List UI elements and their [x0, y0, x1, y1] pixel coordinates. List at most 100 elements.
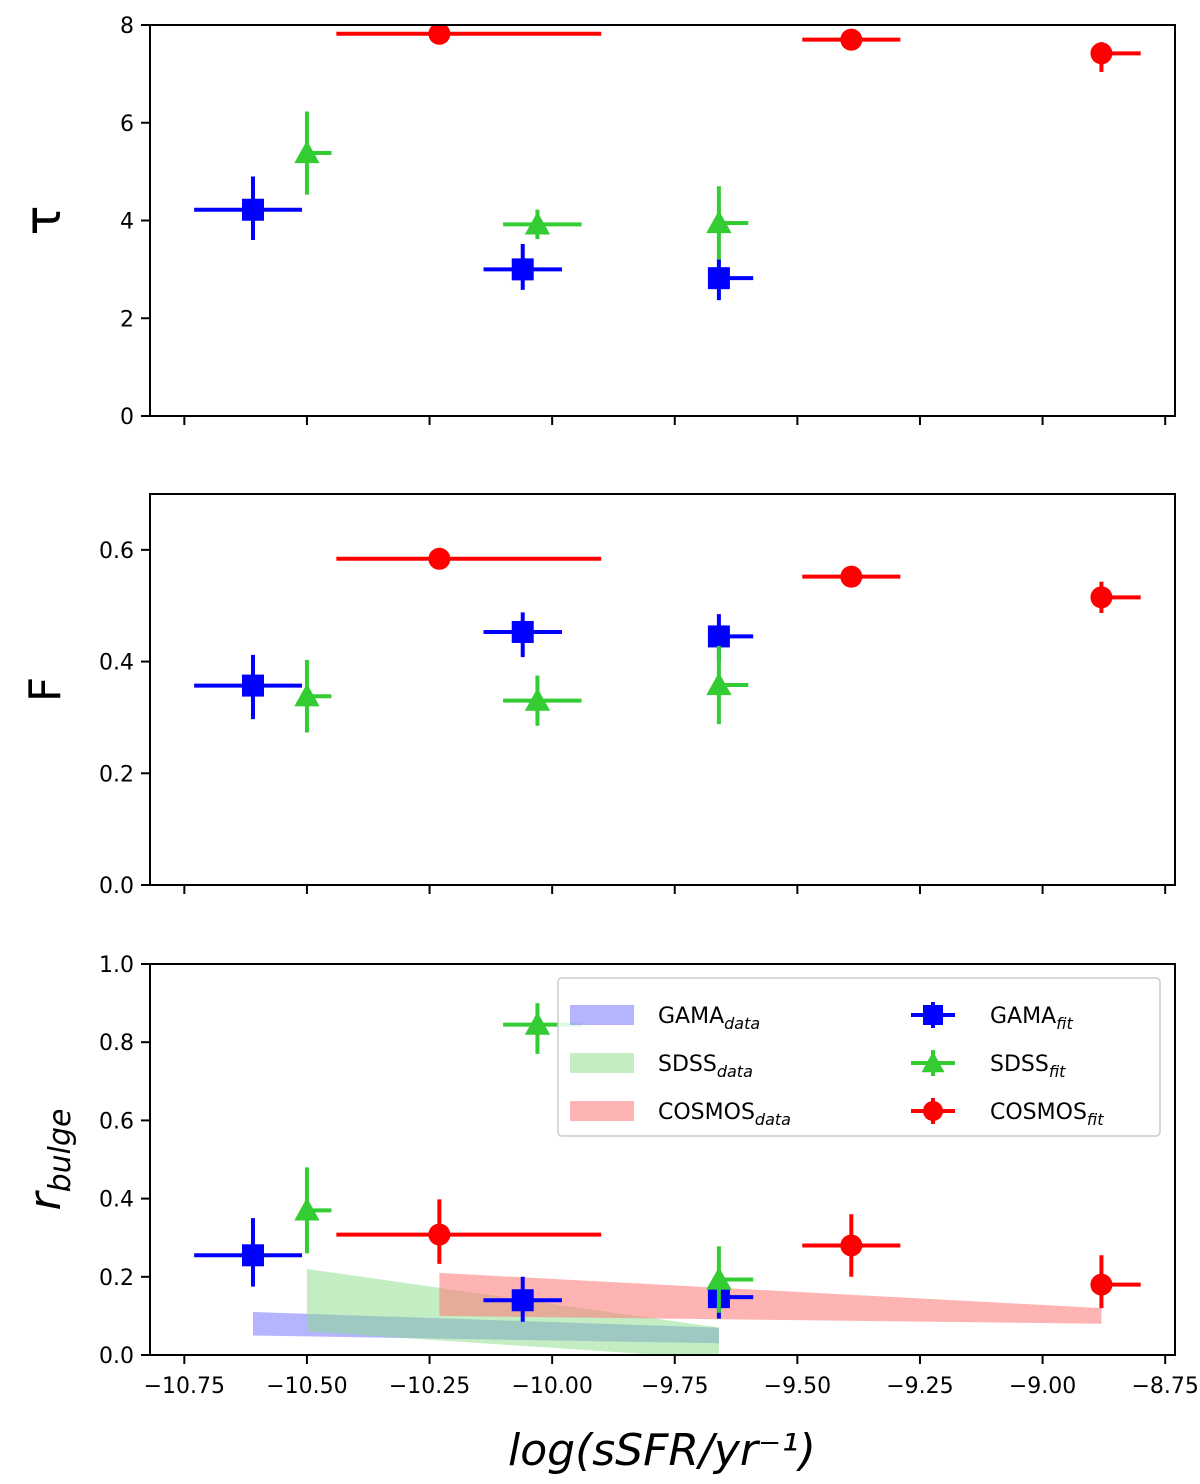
legend-entry-sdss-data: SDSSdata	[570, 1052, 753, 1081]
y-tick-label: 0.6	[99, 1109, 134, 1134]
point-cosmos-fit-1	[802, 565, 901, 588]
y-tick-label: 0.0	[99, 1344, 134, 1369]
x-tick-label: −8.75	[1131, 1374, 1198, 1399]
legend-label: GAMAfit	[990, 1004, 1073, 1033]
point-sdss-fit-0	[294, 659, 332, 733]
y-tick-label: 0.2	[99, 762, 134, 787]
panel-rbulge: 0.0 0.2 0.4 0.6 0.8 1.0 −10.75 −10.50 −10.25 −10.…	[20, 953, 1199, 1399]
legend-label: COSMOSdata	[658, 1100, 791, 1129]
point-cosmos-fit-2	[1090, 1255, 1141, 1309]
legend-entry-sdss-fit: SDSSfit	[911, 1050, 1066, 1081]
point-cosmos-fit-0	[336, 1199, 602, 1264]
x-axis-label: log(sSFR/yr⁻¹)	[508, 1425, 816, 1476]
y-tick-label: 6	[120, 112, 134, 137]
y-tick-label: 4	[120, 210, 134, 235]
point-sdss-fit-2	[706, 645, 749, 725]
band-cosmos-data	[439, 1272, 1102, 1324]
square-marker	[511, 258, 534, 281]
square-marker	[241, 198, 264, 221]
plot-area-rbulge	[194, 1003, 1141, 1355]
point-cosmos-fit-2	[1090, 581, 1141, 613]
point-sdss-fit-2	[706, 1246, 754, 1313]
legend-swatch	[570, 1005, 634, 1025]
panels: 0 2 4 6 8 τ 0.0 0.2 0.4 0.6 F 0.0 0.2 0.4 0.6 0.8 1.0 −10…	[14, 14, 1199, 1399]
circle-marker	[840, 565, 863, 588]
legend-label: SDSSdata	[658, 1052, 753, 1081]
triangle-marker	[294, 1197, 320, 1221]
point-gama-fit-1	[483, 612, 562, 658]
square-marker	[923, 1005, 943, 1025]
square-marker	[707, 625, 730, 648]
y-tick-label: 0.2	[99, 1266, 134, 1291]
circle-marker	[1090, 42, 1113, 65]
axes-frame-F	[149, 493, 1176, 886]
point-gama-fit-0	[194, 654, 303, 720]
point-gama-fit-1	[483, 1276, 562, 1322]
point-sdss-fit-0	[294, 111, 332, 195]
triangle-marker	[921, 1051, 945, 1073]
y-axis-label-tau: τ	[14, 205, 72, 235]
axes-frame-tau	[149, 24, 1176, 417]
point-sdss-fit-1	[503, 675, 582, 726]
circle-marker	[428, 1223, 451, 1246]
x-tick-label: −9.75	[641, 1374, 708, 1399]
circle-marker	[923, 1101, 943, 1121]
y-tick-label: 1.0	[99, 953, 134, 978]
y-axis-label-subscript: bulge	[43, 1109, 78, 1193]
y-tick-label: 8	[120, 14, 134, 39]
triangle-marker	[524, 688, 551, 711]
circle-marker	[1090, 1273, 1113, 1296]
y-tick-label: 0.4	[99, 1188, 134, 1213]
point-gama-fit-0	[194, 1218, 303, 1287]
triangle-marker	[524, 1011, 551, 1035]
circle-marker	[1090, 586, 1113, 609]
triangle-marker	[706, 210, 732, 234]
x-tick-label: −10.25	[389, 1374, 470, 1399]
axes-frame-rbulge	[149, 963, 1176, 1356]
circle-marker	[840, 28, 863, 51]
y-tick-label: 0	[120, 405, 134, 430]
point-cosmos-fit-1	[802, 28, 901, 51]
legend-label: GAMAdata	[658, 1004, 760, 1033]
point-gama-fit-2	[707, 258, 754, 301]
x-tick-label: −10.50	[266, 1374, 347, 1399]
x-tick-label: −9.50	[764, 1374, 831, 1399]
triangle-marker	[294, 683, 320, 707]
circle-marker	[840, 1234, 863, 1257]
y-tick-label: 0.8	[99, 1031, 134, 1056]
point-gama-fit-0	[194, 176, 303, 241]
plot-area-tau	[194, 25, 1141, 301]
panel-tau: 0 2 4 6 8 τ	[14, 14, 1176, 430]
legend-swatch	[570, 1053, 634, 1073]
y-axis-label-F: F	[20, 677, 71, 702]
point-cosmos-fit-1	[802, 1214, 901, 1277]
point-cosmos-fit-0	[336, 25, 602, 45]
square-marker	[511, 1289, 534, 1312]
triangle-marker	[524, 211, 551, 235]
legend-box	[557, 977, 1161, 1137]
legend-entry-gama-fit: GAMAfit	[911, 1002, 1073, 1033]
triangle-marker	[706, 1266, 732, 1290]
point-sdss-fit-0	[294, 1167, 332, 1254]
panel-F: 0.0 0.2 0.4 0.6 F	[20, 493, 1176, 899]
x-tick-label: −10.00	[511, 1374, 592, 1399]
point-gama-fit-2	[707, 614, 754, 662]
plot-area-F	[194, 547, 1141, 733]
circle-marker	[428, 547, 451, 570]
triangle-marker	[294, 140, 320, 164]
legend-label: COSMOSfit	[990, 1100, 1104, 1129]
y-tick-label: 2	[120, 307, 134, 332]
point-sdss-fit-2	[706, 186, 749, 260]
square-marker	[707, 267, 730, 290]
x-tick-label: −9.00	[1009, 1374, 1076, 1399]
point-gama-fit-1	[483, 243, 562, 290]
legend-entry-cosmos-data: COSMOSdata	[570, 1100, 791, 1129]
legend-label: SDSSfit	[990, 1052, 1066, 1081]
y-tick-label: 0.6	[99, 539, 134, 564]
y-tick-label: 0.0	[99, 874, 134, 899]
legend-swatch	[570, 1101, 634, 1121]
y-tick-label: 0.4	[99, 651, 134, 676]
circle-marker	[428, 25, 451, 45]
legend-entry-cosmos-fit: COSMOSfit	[911, 1098, 1104, 1129]
